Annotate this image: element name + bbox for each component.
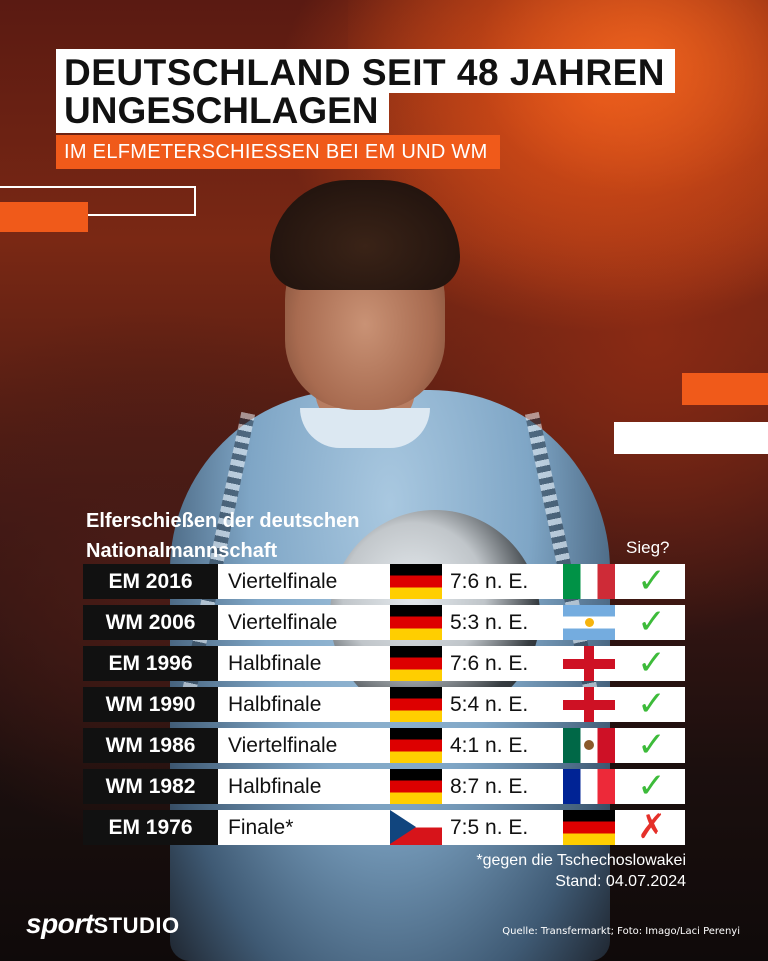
headline-line-1: DEUTSCHLAND SEIT 48 JAHREN bbox=[56, 49, 675, 93]
score-cell: 7:6 n. E. bbox=[442, 564, 560, 599]
score-cell: 8:7 n. E. bbox=[442, 769, 560, 804]
germany-flag-icon bbox=[390, 646, 442, 681]
sportstudio-logo: sportSTUDIO bbox=[26, 908, 180, 940]
player-hair bbox=[270, 180, 460, 290]
table-row: EM 1996 Halbfinale 7:6 n. E. ✓ bbox=[83, 646, 685, 681]
checkmark-icon: ✓ bbox=[637, 562, 666, 600]
checkmark-icon: ✓ bbox=[637, 767, 666, 805]
tournament-cell: EM 2016 bbox=[83, 564, 218, 599]
table-row: EM 1976 Finale* 7:5 n. E. ✗ bbox=[83, 810, 685, 845]
date-note: Stand: 04.07.2024 bbox=[555, 873, 686, 890]
checkmark-icon: ✓ bbox=[637, 726, 666, 764]
table-row: WM 1982 Halbfinale 8:7 n. E. ✓ bbox=[83, 769, 685, 804]
tournament-cell: EM 1976 bbox=[83, 810, 218, 845]
germany-flag-icon bbox=[390, 769, 442, 804]
germany-flag-icon bbox=[560, 810, 618, 845]
tournament-cell: WM 1986 bbox=[83, 728, 218, 763]
round-cell: Finale* bbox=[218, 810, 390, 845]
logo-sport: sport bbox=[26, 908, 94, 939]
checkmark-icon: ✓ bbox=[637, 644, 666, 682]
table-title-line-2: Nationalmannschaft bbox=[86, 540, 278, 562]
tournament-cell: WM 1990 bbox=[83, 687, 218, 722]
result-column-header: Sieg? bbox=[626, 538, 670, 557]
cross-icon: ✗ bbox=[637, 808, 666, 846]
tournament-cell: EM 1996 bbox=[83, 646, 218, 681]
result-cell: ✓ bbox=[618, 728, 685, 763]
italy-flag-icon bbox=[560, 564, 618, 599]
footnote: *gegen die Tschechoslowakei bbox=[476, 852, 686, 869]
result-cell: ✓ bbox=[618, 687, 685, 722]
result-cell: ✓ bbox=[618, 769, 685, 804]
england-flag-icon bbox=[560, 687, 618, 722]
argentina-flag-icon bbox=[560, 605, 618, 640]
england-flag-icon bbox=[560, 646, 618, 681]
round-cell: Viertelfinale bbox=[218, 728, 390, 763]
table-title-line-1: Elferschießen der deutschen bbox=[86, 510, 360, 532]
headline-line-2: UNGESCHLAGEN bbox=[56, 91, 389, 133]
france-flag-icon bbox=[560, 769, 618, 804]
score-cell: 4:1 n. E. bbox=[442, 728, 560, 763]
decor-outline-bar bbox=[0, 186, 196, 216]
table-title: Elferschießen der deutschen Nationalmann… bbox=[86, 506, 359, 566]
score-cell: 5:3 n. E. bbox=[442, 605, 560, 640]
result-cell: ✓ bbox=[618, 564, 685, 599]
germany-flag-icon bbox=[390, 728, 442, 763]
mexico-flag-icon bbox=[560, 728, 618, 763]
result-cell: ✓ bbox=[618, 605, 685, 640]
source-credit: Quelle: Transfermarkt; Foto: Imago/Laci … bbox=[502, 926, 740, 937]
germany-flag-icon bbox=[390, 687, 442, 722]
score-cell: 7:6 n. E. bbox=[442, 646, 560, 681]
result-cell: ✓ bbox=[618, 646, 685, 681]
score-cell: 7:5 n. E. bbox=[442, 810, 560, 845]
subheadline: IM ELFMETERSCHIESSEN BEI EM UND WM bbox=[56, 135, 500, 169]
germany-flag-icon bbox=[390, 564, 442, 599]
decor-orange-bar-right bbox=[682, 373, 768, 405]
shirt-collar bbox=[300, 408, 430, 448]
tournament-cell: WM 2006 bbox=[83, 605, 218, 640]
round-cell: Halbfinale bbox=[218, 769, 390, 804]
czechoslovakia-flag-icon bbox=[390, 810, 442, 845]
result-cell: ✗ bbox=[618, 810, 685, 845]
round-cell: Halbfinale bbox=[218, 646, 390, 681]
checkmark-icon: ✓ bbox=[637, 603, 666, 641]
decor-white-bar-right bbox=[614, 422, 768, 454]
germany-flag-icon bbox=[390, 605, 442, 640]
round-cell: Viertelfinale bbox=[218, 564, 390, 599]
score-cell: 5:4 n. E. bbox=[442, 687, 560, 722]
tournament-cell: WM 1982 bbox=[83, 769, 218, 804]
round-cell: Viertelfinale bbox=[218, 605, 390, 640]
table-row: WM 2006 Viertelfinale 5:3 n. E. ✓ bbox=[83, 605, 685, 640]
checkmark-icon: ✓ bbox=[637, 685, 666, 723]
decor-orange-bar-left bbox=[0, 202, 88, 232]
table-row: WM 1990 Halbfinale 5:4 n. E. ✓ bbox=[83, 687, 685, 722]
logo-studio: STUDIO bbox=[93, 913, 180, 938]
table-row: EM 2016 Viertelfinale 7:6 n. E. ✓ bbox=[83, 564, 685, 599]
round-cell: Halbfinale bbox=[218, 687, 390, 722]
table-row: WM 1986 Viertelfinale 4:1 n. E. ✓ bbox=[83, 728, 685, 763]
